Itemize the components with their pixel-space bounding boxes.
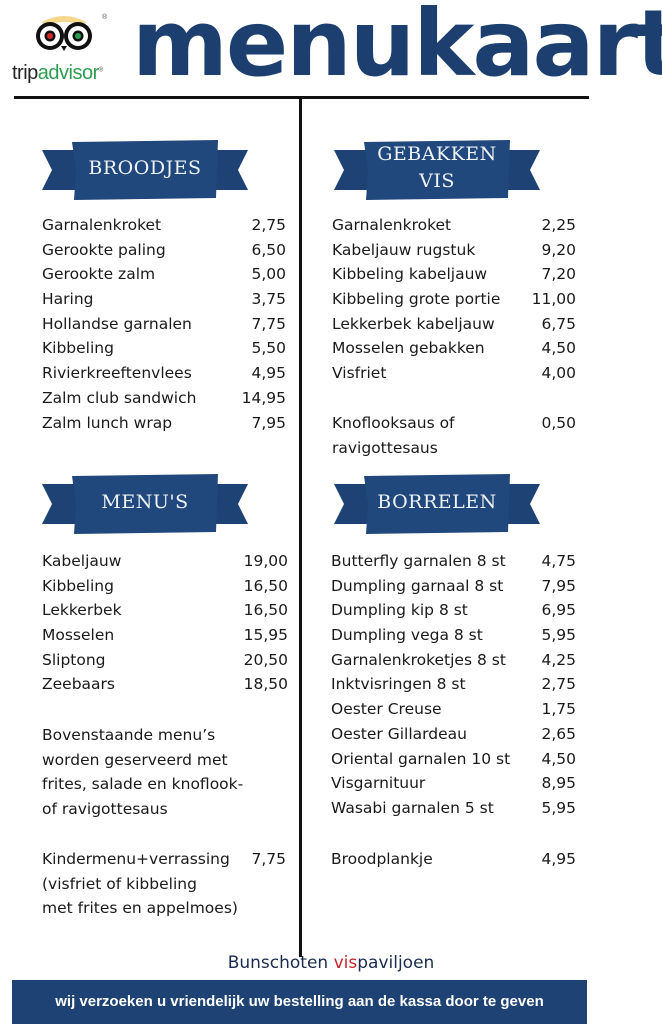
kindermenu-row: Kindermenu+verrassing 7,75 <box>42 850 286 868</box>
sauce-item: Knoflooksaus of 0,50 ravigottesaus <box>332 411 576 460</box>
borrelen-list: Butterfly garnalen 8 st 4,75 Dumpling gar… <box>331 549 576 821</box>
menu-item: Kibbeling 5,50 <box>42 339 286 358</box>
menu-item: Garnalenkroket 2,75 <box>42 216 286 234</box>
menu-item: Kibbeling grote portie 11,00 <box>332 290 576 309</box>
menu-item: Haring 3,75 <box>42 290 286 309</box>
menu-item: Visgarnituur 8,95 <box>331 774 576 793</box>
note-line: worden geserveerd met <box>42 750 228 769</box>
header: ® tripadvisor® menukaart <box>0 0 662 100</box>
owl-icon <box>36 16 92 51</box>
menu-item: Gerookte zalm 5,00 <box>42 265 286 284</box>
wordmark-trip: trip <box>12 62 38 84</box>
menu-item: Rivierkreeftenvlees 4,95 <box>42 364 286 383</box>
section-banner-borrelen: BORRELEN <box>332 474 542 536</box>
menus-note: Bovenstaande menu’s worden geserveerd me… <box>42 723 243 821</box>
brand-part-bunschoten: Bunschoten <box>227 953 334 973</box>
kindermenu-desc: (visfriet of kibbeling <box>42 874 197 893</box>
menu-item: Butterfly garnalen 8 st 4,75 <box>331 552 576 570</box>
menu-item: Mosselen 15,95 <box>42 626 288 645</box>
ribbon-banner-icon <box>334 474 540 534</box>
menu-item: Dumpling kip 8 st 6,95 <box>331 601 576 620</box>
menu-item: Broodplankje 4,95 <box>331 850 576 868</box>
menu-item: Garnalenkroket 2,25 <box>332 216 576 234</box>
ribbon-banner-icon <box>42 474 248 534</box>
brand-part-paviljoen: paviljoen <box>357 953 435 973</box>
page-title: menukaart <box>132 0 662 97</box>
menu-item: Zalm lunch wrap 7,95 <box>42 413 286 432</box>
kindermenu-desc: met frites en appelmoes) <box>42 899 238 918</box>
menu-item: Zeebaars 18,50 <box>42 675 288 694</box>
menu-item: Oester Gillardeau 2,65 <box>331 724 576 743</box>
menus-list: Kabeljauw 19,00 Kibbeling 16,50 Lekkerbek 1… <box>42 549 288 697</box>
gebakken-vis-list: Garnalenkroket 2,25 Kabeljauw rugstuk 9,20… <box>332 213 576 386</box>
menu-item: Kibbeling 16,50 <box>42 576 288 595</box>
sauce-row-2: ravigottesaus <box>332 438 438 457</box>
kindermenu-item: Kindermenu+verrassing 7,75 (visfriet of k… <box>42 847 286 921</box>
column-divider <box>299 97 302 957</box>
ribbon-banner-icon <box>42 140 248 200</box>
section-banner-gebakken-vis: GEBAKKEN VIS <box>332 140 542 202</box>
tripadvisor-wordmark: tripadvisor® <box>12 62 103 85</box>
menu-item: Gerookte paling 6,50 <box>42 240 286 259</box>
menu-item: Wasabi garnalen 5 st 5,95 <box>331 798 576 817</box>
menu-item: Oester Creuse 1,75 <box>331 700 576 719</box>
wordmark-advisor: advisor <box>37 62 99 84</box>
broodjes-list: Garnalenkroket 2,75 Gerookte paling 6,50 G… <box>42 213 286 435</box>
menu-item: Inktvisringen 8 st 2,75 <box>331 675 576 694</box>
menu-item: Lekkerbek kabeljauw 6,75 <box>332 314 576 333</box>
menu-item: Dumpling garnaal 8 st 7,95 <box>331 576 576 595</box>
menu-item: Visfriet 4,00 <box>332 364 576 383</box>
section-title-line2: VIS <box>419 170 455 192</box>
menu-item: Kabeljauw 19,00 <box>42 552 288 570</box>
menu-item: Kabeljauw rugstuk 9,20 <box>332 240 576 259</box>
menu-item: Oriental garnalen 10 st 4,50 <box>331 749 576 768</box>
menu-item: Kibbeling kabeljauw 7,20 <box>332 265 576 284</box>
menu-item: Hollandse garnalen 7,75 <box>42 314 286 333</box>
note-line: of ravigottesaus <box>42 799 168 818</box>
registered-mark-small: ® <box>98 67 103 74</box>
menu-item: Mosselen gebakken 4,50 <box>332 339 576 358</box>
note-line: frites, salade en knoflook- <box>42 775 244 793</box>
menu-item: Garnalenkroketjes 8 st 4,25 <box>331 650 576 669</box>
menu-item: Sliptong 20,50 <box>42 650 288 669</box>
ribbon-banner-icon <box>334 140 540 200</box>
tripadvisor-logo[interactable]: ® tripadvisor® <box>12 12 130 84</box>
registered-mark: ® <box>102 14 108 21</box>
section-banner-broodjes: BROODJES <box>40 140 250 202</box>
menu-item: Dumpling vega 8 st 5,95 <box>331 626 576 645</box>
brand-part-vis: vis <box>333 953 358 973</box>
section-title: MENU'S <box>101 491 189 513</box>
menu-item: Zalm club sandwich 14,95 <box>42 388 286 407</box>
menu-item: Lekkerbek 16,50 <box>42 601 288 620</box>
footer-banner: wij verzoeken u vriendelijk uw bestellin… <box>12 980 587 1024</box>
section-title: BROODJES <box>88 157 202 179</box>
section-title-line1: GEBAKKEN <box>377 143 497 165</box>
broodplankje-item: Broodplankje 4,95 <box>331 847 576 872</box>
brand-name: Bunschoten vispaviljoen <box>0 953 662 973</box>
section-banner-menus: MENU'S <box>40 474 250 536</box>
section-title: BORRELEN <box>377 491 497 513</box>
sauce-row: Knoflooksaus of 0,50 <box>332 414 576 432</box>
note-line: Bovenstaande menu’s <box>42 726 216 744</box>
